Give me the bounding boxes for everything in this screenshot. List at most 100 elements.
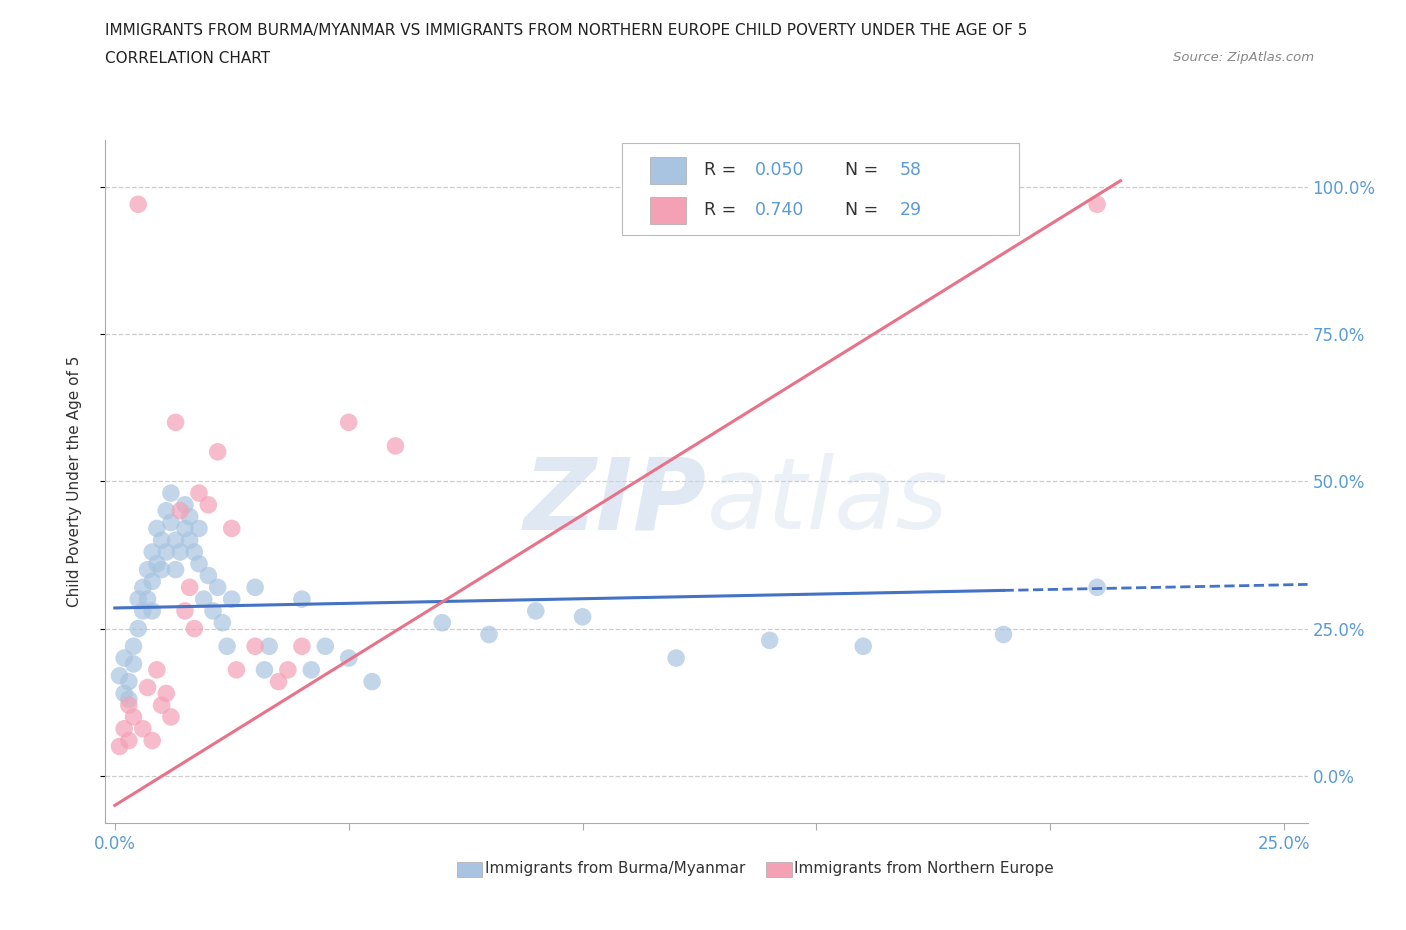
Point — [1085, 197, 1108, 212]
Point — [132, 722, 155, 737]
Point — [165, 563, 187, 578]
Point — [155, 686, 177, 701]
Point — [146, 662, 169, 677]
Point — [291, 639, 314, 654]
Point — [146, 556, 169, 571]
Point — [122, 639, 145, 654]
Point — [112, 651, 135, 666]
Text: 58: 58 — [900, 161, 922, 179]
Point — [253, 662, 276, 677]
Point — [183, 545, 205, 560]
Point — [141, 545, 163, 560]
Bar — [766, 862, 792, 877]
Point — [150, 698, 173, 712]
Point — [127, 197, 149, 212]
Point — [160, 515, 183, 530]
Point — [188, 556, 211, 571]
Point — [243, 639, 266, 654]
Text: R =: R = — [704, 161, 742, 179]
Point — [993, 627, 1015, 642]
Point — [188, 521, 211, 536]
Text: atlas: atlas — [707, 453, 948, 551]
Point — [108, 669, 131, 684]
Text: N =: N = — [834, 161, 884, 179]
Text: Immigrants from Northern Europe: Immigrants from Northern Europe — [794, 861, 1054, 876]
Bar — [650, 156, 686, 184]
Point — [112, 722, 135, 737]
Point — [197, 568, 219, 583]
Text: 0.740: 0.740 — [755, 202, 804, 219]
Bar — [457, 862, 482, 877]
Bar — [650, 197, 686, 224]
Point — [122, 657, 145, 671]
Point — [108, 739, 131, 754]
Text: 0.050: 0.050 — [755, 161, 804, 179]
Point — [127, 591, 149, 606]
Point — [169, 503, 191, 518]
Text: 29: 29 — [900, 202, 922, 219]
Point — [852, 639, 875, 654]
Point — [136, 591, 159, 606]
Point — [136, 680, 159, 695]
Point — [122, 710, 145, 724]
Point — [174, 498, 197, 512]
Point — [432, 616, 454, 631]
Point — [758, 633, 780, 648]
Point — [127, 621, 149, 636]
Point — [478, 627, 501, 642]
Point — [314, 639, 336, 654]
Point — [384, 438, 406, 453]
Point — [207, 580, 229, 595]
Point — [132, 604, 155, 618]
Point — [221, 591, 243, 606]
Point — [665, 651, 688, 666]
Point — [136, 563, 159, 578]
Point — [118, 733, 141, 748]
Text: R =: R = — [704, 202, 742, 219]
Point — [155, 503, 177, 518]
Point — [155, 545, 177, 560]
Point — [179, 580, 201, 595]
Point — [160, 485, 183, 500]
Point — [179, 510, 201, 525]
Point — [169, 545, 191, 560]
Point — [183, 621, 205, 636]
Point — [165, 415, 187, 430]
Point — [221, 521, 243, 536]
Point — [291, 591, 314, 606]
Point — [150, 533, 173, 548]
Point — [337, 651, 360, 666]
Text: IMMIGRANTS FROM BURMA/MYANMAR VS IMMIGRANTS FROM NORTHERN EUROPE CHILD POVERTY U: IMMIGRANTS FROM BURMA/MYANMAR VS IMMIGRA… — [105, 23, 1028, 38]
Point — [571, 609, 593, 624]
Point — [179, 533, 201, 548]
Point — [1085, 580, 1108, 595]
Point — [141, 733, 163, 748]
FancyBboxPatch shape — [623, 143, 1019, 235]
Point — [118, 692, 141, 707]
Point — [361, 674, 384, 689]
Point — [215, 639, 238, 654]
Point — [165, 533, 187, 548]
Point — [118, 674, 141, 689]
Point — [146, 521, 169, 536]
Y-axis label: Child Poverty Under the Age of 5: Child Poverty Under the Age of 5 — [67, 355, 82, 607]
Point — [277, 662, 299, 677]
Text: N =: N = — [834, 202, 884, 219]
Point — [141, 574, 163, 589]
Text: Source: ZipAtlas.com: Source: ZipAtlas.com — [1174, 51, 1315, 64]
Point — [150, 563, 173, 578]
Point — [112, 686, 135, 701]
Point — [337, 415, 360, 430]
Point — [211, 616, 233, 631]
Point — [174, 521, 197, 536]
Point — [118, 698, 141, 712]
Point — [225, 662, 247, 677]
Point — [267, 674, 290, 689]
Point — [202, 604, 225, 618]
Text: ZIP: ZIP — [523, 453, 707, 551]
Point — [207, 445, 229, 459]
Point — [188, 485, 211, 500]
Point — [174, 604, 197, 618]
Point — [299, 662, 322, 677]
Point — [243, 580, 266, 595]
